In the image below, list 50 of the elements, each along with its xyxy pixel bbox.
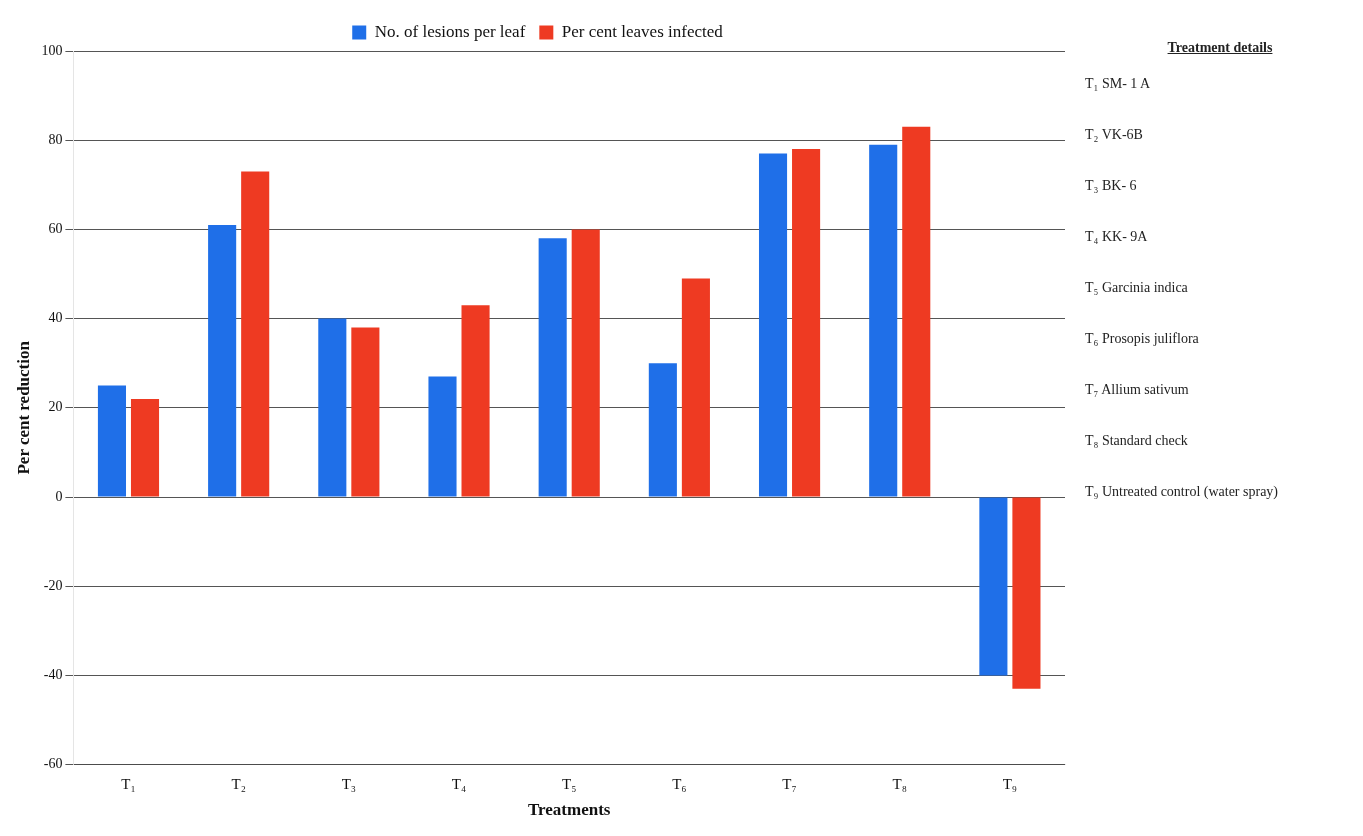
y-tick-label: 20 [48,399,63,415]
y-tick-label: -40 [43,667,63,683]
bar [979,497,1008,676]
x-tick-label: T₉ [1002,775,1018,792]
bar [792,149,821,497]
x-tick-label: T₅ [562,775,577,792]
x-tick-label: T₈ [892,775,907,792]
bar [1012,497,1041,689]
x-tick-label: T₆ [672,775,687,792]
bar [461,305,490,497]
text: T₃ BK- 6 [1085,178,1138,195]
bar [428,376,457,497]
bar [538,238,567,497]
y-tick-label: 60 [48,221,63,237]
legend-label: Per cent leaves infected [561,21,724,41]
bar [97,385,127,497]
text: T₁ SM- 1 A [1085,76,1152,93]
bar [318,318,347,497]
y-tick-label: 80 [48,131,63,147]
bar [130,398,160,497]
y-tick-label: -60 [43,756,63,772]
bar [571,229,600,497]
bar [208,224,237,497]
text: T₆ Prosopis juliflora [1085,331,1200,348]
bar [758,153,788,497]
bar [351,327,380,497]
x-tick-label: T₃ [341,775,357,792]
legend-label: No. of lesions per leaf [374,21,526,41]
text: T₂ VK-6B [1085,127,1144,144]
bar [681,278,710,497]
y-tick-label: 0 [55,488,63,504]
x-tick-label: T₇ [782,775,797,792]
y-axis-title: Per cent reduction [13,340,33,475]
bar [902,126,931,497]
text: T₉ Untreated control (water spray) [1085,484,1280,501]
bar [648,363,677,497]
text: T₅ Garcinia indica [1085,280,1189,297]
text: T₇ Allium sativum [1085,382,1190,399]
x-tick-label: T₄ [451,775,467,792]
bar [869,144,898,497]
y-tick-label: 100 [41,42,63,58]
x-axis-title: Treatments [527,800,611,820]
y-tick-label: -20 [43,577,63,593]
y-tick-label: 40 [48,310,63,326]
x-tick-label: T₂ [231,775,246,792]
text: T₈ Standard check [1085,433,1189,450]
text: T₄ KK- 9A [1085,229,1149,246]
text: Treatment details [1166,40,1274,57]
bar [241,171,270,497]
x-tick-label: T₁ [121,775,136,792]
